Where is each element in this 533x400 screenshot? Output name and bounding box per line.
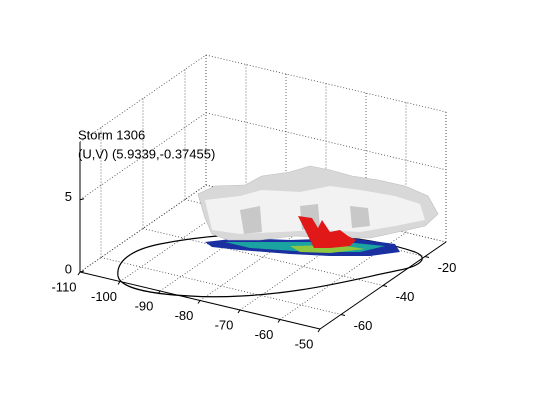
x-tick [77, 271, 81, 276]
z-tick [79, 270, 85, 273]
x-tick [117, 281, 121, 285]
y-tick [382, 285, 388, 287]
x-tick-label: -110 [51, 279, 76, 294]
x-tick-label: -90 [135, 298, 154, 313]
storm-surface [117, 165, 439, 298]
y-tick-label: -40 [396, 289, 415, 304]
grid-line [100, 257, 342, 315]
grid-line [205, 112, 447, 171]
floor-layer [290, 245, 365, 253]
z-tick-label: 0 [65, 261, 72, 276]
chart-title: Storm 1306 [78, 127, 145, 142]
x-tick [237, 309, 241, 314]
core-isosurface [298, 216, 356, 248]
x-tick [157, 290, 161, 295]
chart-subtitle: (U,V) (5.9339,-0.37455) [78, 146, 215, 161]
axes: -110 -100 -90 -80 -70 -60 -50 -60 -40 -20 0 5 [51, 142, 456, 351]
x-tick [197, 300, 201, 304]
z-tick-label: 5 [65, 189, 72, 204]
x-tick-label: -80 [175, 308, 194, 323]
grid-line [142, 228, 384, 286]
x-tick-label: -70 [215, 317, 234, 332]
x-tick-label: -100 [91, 289, 117, 304]
y-tick-label: -60 [354, 318, 373, 333]
x-tick-label: -60 [255, 327, 274, 342]
x-tick-label: -50 [295, 336, 314, 351]
y-tick-label: -20 [438, 260, 457, 275]
x-tick [317, 328, 321, 333]
y-tick [340, 314, 346, 316]
z-tick [79, 198, 85, 201]
y-tick [424, 256, 430, 258]
x-tick [277, 319, 281, 323]
